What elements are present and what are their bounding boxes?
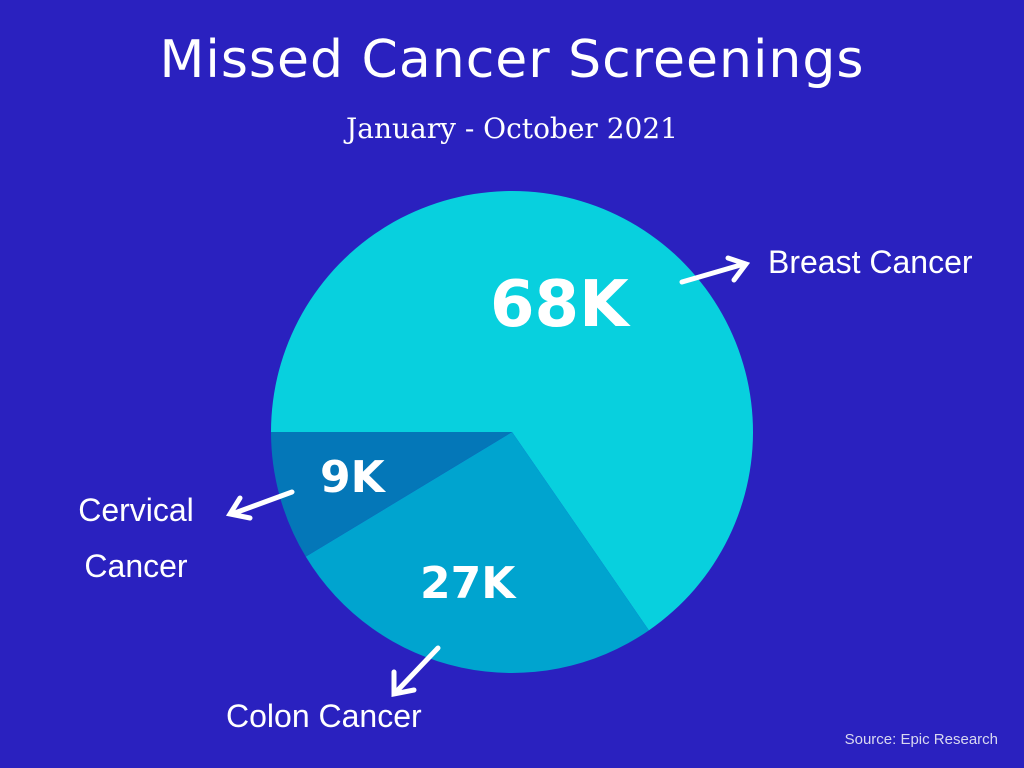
- source-note: Source: Epic Research: [844, 731, 998, 748]
- legend-label-breast: Breast Cancer: [768, 244, 973, 280]
- pie-slice-colon-cancer: [305, 432, 649, 674]
- value-label-cervical: 9K: [320, 452, 385, 503]
- arrow-colon-icon: [391, 645, 441, 698]
- arrow-cervical-icon: [225, 489, 295, 521]
- chart-title: Missed Cancer Screenings: [159, 30, 865, 90]
- legend-label-colon: Colon Cancer: [226, 698, 422, 734]
- arrow-breast-icon: [679, 255, 751, 285]
- legend-label-cervical: Cervical Cancer: [78, 492, 194, 584]
- value-label-colon: 27K: [420, 558, 516, 609]
- value-label-breast: 68K: [490, 268, 629, 342]
- chart-subtitle: January - October 2021: [346, 112, 678, 145]
- pie-slice-cervical-cancer: [271, 432, 512, 557]
- pie-slice-breast-cancer: [271, 191, 753, 631]
